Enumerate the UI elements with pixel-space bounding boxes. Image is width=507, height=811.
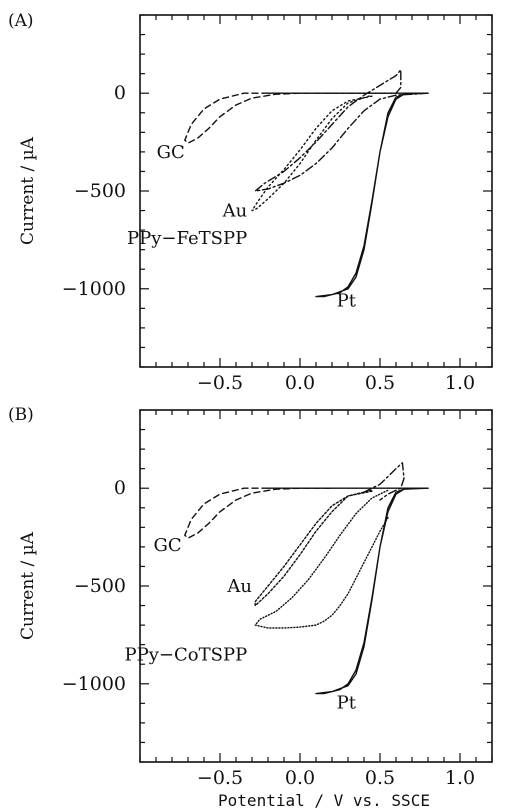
curve-label: Pt: [337, 291, 357, 312]
series-line-ppy-cotspp: [254, 489, 389, 629]
series-line-ppy-fetspp: [254, 69, 429, 192]
panel-label: (B): [8, 405, 34, 425]
x-tick-label: 0.5: [365, 767, 395, 789]
panel-label: (A): [8, 11, 34, 31]
y-tick-label: −1000: [62, 673, 126, 695]
series-line-baseline-4: [363, 462, 405, 501]
y-tick-label: 0: [114, 82, 126, 104]
y-tick-label: −500: [74, 575, 126, 597]
x-tick-label: 0.5: [365, 372, 395, 394]
curve-label: PPy−FeTSPP: [127, 228, 247, 249]
x-tick-label: 0.0: [285, 372, 315, 394]
x-axis-title: Potential / V vs. SSCE: [218, 791, 430, 810]
series-line-gc: [184, 487, 333, 539]
y-tick-label: −500: [74, 180, 126, 202]
plot-frame: [139, 409, 493, 763]
series-line-au: [251, 94, 373, 212]
series-line-au: [254, 489, 373, 607]
x-tick-label: 0.0: [285, 767, 315, 789]
y-axis-title: Current / µA: [18, 136, 38, 245]
panel-b: −0.5 0.0 0.5 1.0 0 −500 −1000 Current / µA Poten…: [8, 405, 493, 810]
y-tick-label: −1000: [62, 278, 126, 300]
curve-label: Au: [222, 201, 248, 222]
curve-label: Au: [226, 576, 252, 597]
curve-label: PPy−CoTSPP: [125, 644, 248, 665]
x-tick-label: −0.5: [197, 372, 243, 394]
curve-label: GC: [153, 535, 181, 556]
y-tick-label: 0: [114, 477, 126, 499]
x-tick-label: 1.0: [445, 372, 475, 394]
series-line-gc: [184, 92, 333, 144]
curve-label: GC: [157, 142, 185, 163]
plot-frame: [139, 14, 493, 368]
x-tick-label: −0.5: [197, 767, 243, 789]
panel-a: −0.5 0.0 0.5 1.0 0 −500 −1000 Current / µA (A) GC…: [8, 11, 493, 394]
curve-label: Pt: [337, 692, 357, 713]
series-line-pt: [315, 487, 429, 695]
x-tick-label: 1.0: [445, 767, 475, 789]
series-line-pt: [315, 92, 429, 298]
y-axis-title: Current / µA: [18, 531, 38, 640]
